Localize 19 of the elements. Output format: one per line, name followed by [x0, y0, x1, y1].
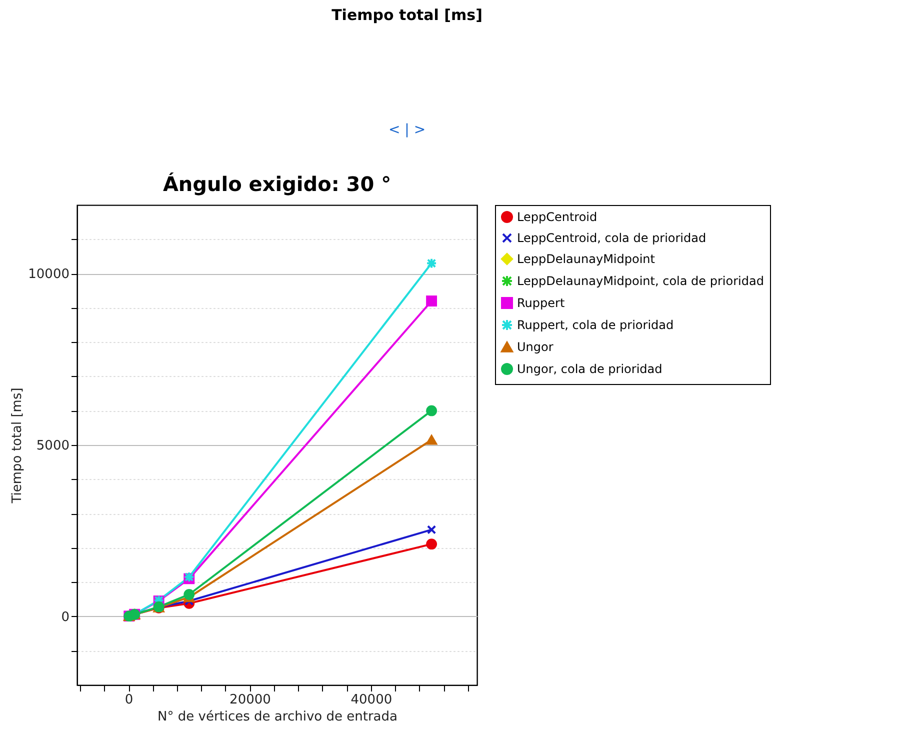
- text: < | >: [388, 122, 426, 138]
- chart-title: Tiempo total [ms]: [332, 6, 482, 24]
- legend-label: LeppDelaunayMidpoint: [517, 252, 656, 266]
- legend-label: Ungor: [517, 340, 554, 354]
- chart-subtitle: Ángulo exigido: 30 °: [162, 172, 392, 196]
- y-tick-label: 10000: [28, 267, 70, 282]
- x-tick-label: 40000: [350, 692, 392, 708]
- legend-label: LeppCentroid: [517, 210, 598, 224]
- y-tick-label: 0: [61, 610, 70, 625]
- legend-label: Ruppert: [517, 296, 565, 310]
- x-axis-title: N° de vértices de archivo de entrada: [158, 710, 398, 724]
- legend-label: Ruppert, cola de prioridad: [517, 318, 674, 332]
- y-axis-title: Tiempo total [ms]: [10, 388, 26, 504]
- legend-label: Ungor, cola de prioridad: [517, 362, 662, 376]
- x-tick-label: 0: [124, 692, 134, 708]
- y-tick-label: 5000: [36, 438, 70, 454]
- legend-label: LeppCentroid, cola de prioridad: [517, 231, 706, 245]
- legend-label: LeppDelaunayMidpoint, cola de prioridad: [517, 274, 764, 288]
- x-tick-label: 20000: [230, 692, 271, 708]
